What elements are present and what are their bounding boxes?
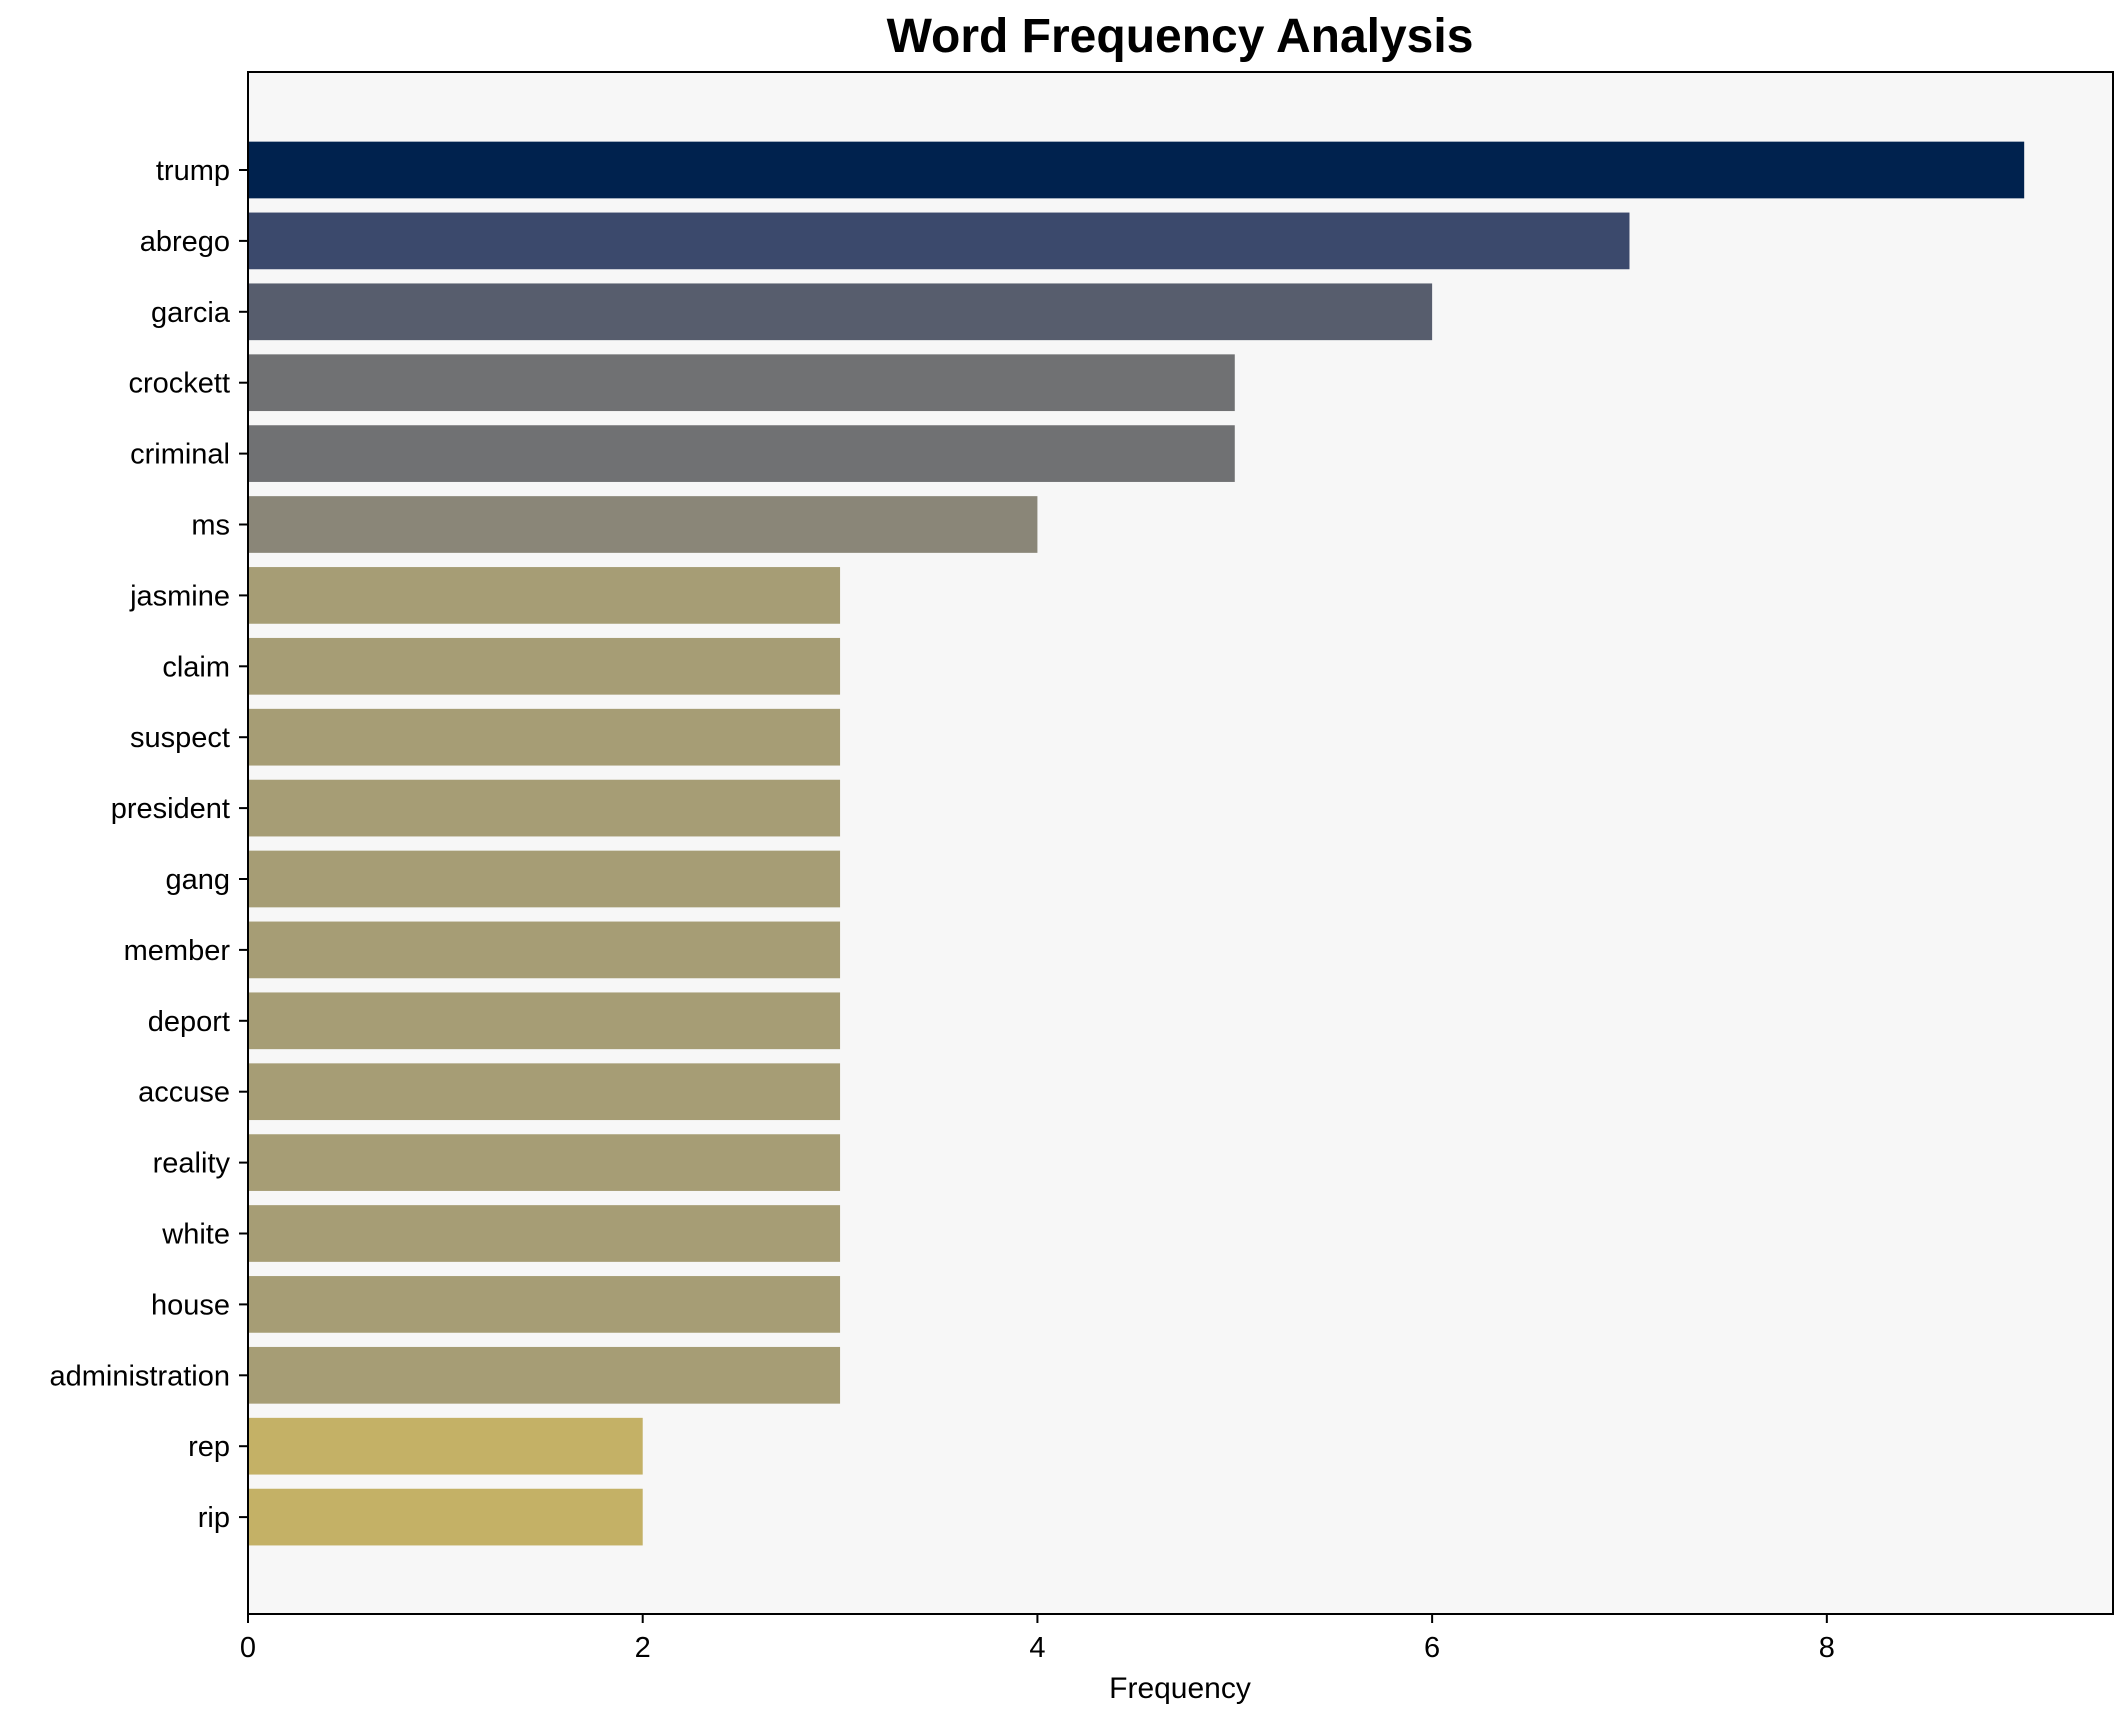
bar-member	[248, 921, 841, 979]
bar-house	[248, 1276, 841, 1333]
bar-white	[248, 1205, 841, 1262]
y-tick-label: garcia	[151, 297, 231, 329]
x-tick-label: 4	[1029, 1632, 1045, 1664]
y-tick-label: claim	[162, 651, 230, 683]
y-tick-label: rep	[188, 1431, 230, 1463]
bar-suspect	[248, 708, 841, 766]
bar-claim	[248, 637, 841, 695]
y-tick-label: reality	[153, 1148, 231, 1180]
y-tick-label: rip	[198, 1502, 230, 1534]
x-tick-label: 0	[240, 1632, 256, 1664]
bar-accuse	[248, 1063, 841, 1121]
bar-deport	[248, 992, 841, 1050]
y-tick-label: crockett	[128, 368, 230, 400]
bar-rep	[248, 1417, 643, 1475]
y-tick-label: white	[161, 1219, 230, 1251]
y-tick-label: deport	[148, 1006, 230, 1038]
y-tick-label: criminal	[130, 439, 230, 471]
x-axis-label: Frequency	[1109, 1672, 1251, 1705]
chart-title: Word Frequency Analysis	[887, 10, 1474, 63]
bar-ms	[248, 496, 1038, 553]
bar-criminal	[248, 425, 1235, 482]
y-tick-label: accuse	[138, 1077, 230, 1109]
bar-gang	[248, 850, 841, 908]
bar-president	[248, 779, 841, 837]
y-tick-label: abrego	[140, 226, 230, 258]
y-tick-label: ms	[191, 510, 230, 542]
x-tick-label: 6	[1424, 1632, 1440, 1664]
plot-frame	[247, 71, 2114, 1615]
bar-crockett	[248, 354, 1235, 412]
bar-rip	[248, 1488, 643, 1546]
y-tick-label: jasmine	[129, 580, 230, 612]
bar-administration	[248, 1346, 841, 1404]
bar-reality	[248, 1134, 841, 1191]
y-tick-label: member	[124, 935, 231, 967]
bar-abrego	[248, 212, 1630, 270]
y-tick-label: gang	[165, 864, 230, 896]
x-tick-label: 8	[1819, 1632, 1835, 1664]
x-axis-ticks: 0 2 4 6 8	[240, 1614, 1835, 1664]
bar-garcia	[248, 283, 1433, 341]
y-tick-label: suspect	[130, 722, 230, 754]
y-axis-ticks: trump abrego garcia crockett criminal ms jasmi…	[49, 155, 248, 1534]
x-tick-label: 2	[635, 1632, 651, 1664]
bars-group	[248, 141, 2025, 1546]
bar-trump	[248, 141, 2025, 199]
y-tick-label: house	[151, 1289, 230, 1321]
bar-jasmine	[248, 567, 841, 624]
y-tick-label: trump	[156, 155, 230, 187]
y-tick-label: president	[111, 793, 230, 825]
y-tick-label: administration	[49, 1360, 230, 1392]
